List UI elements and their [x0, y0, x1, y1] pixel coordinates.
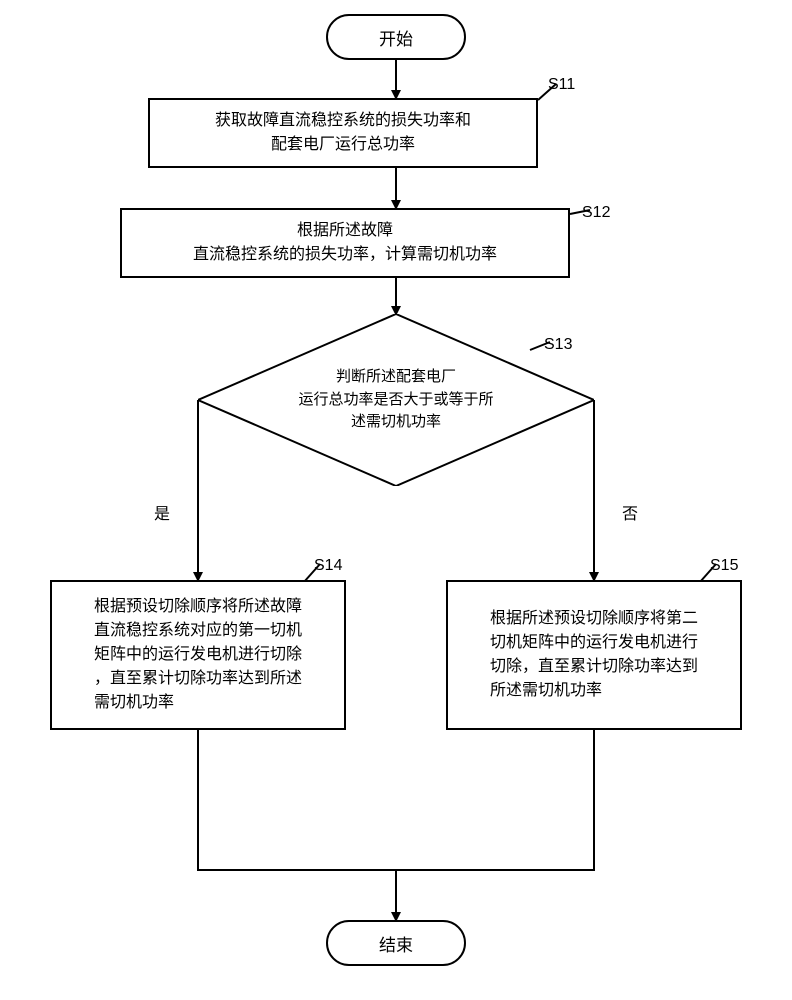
edge-s15-to-merge [396, 730, 594, 870]
start-label: 开始 [379, 25, 413, 50]
step-label-s14: S14 [314, 557, 342, 575]
start-node: 开始 [326, 14, 466, 60]
end-node: 结束 [326, 920, 466, 966]
s15-text: 根据所述预设切除顺序将第二切机矩阵中的运行发电机进行切除，直至累计切除功率达到所… [490, 607, 698, 703]
s12-text: 根据所述故障直流稳控系统的损失功率，计算需切机功率 [193, 219, 497, 267]
edge-label-no-text: 否 [622, 506, 638, 523]
step-label-s12-text: S12 [582, 204, 610, 221]
process-s12: 根据所述故障直流稳控系统的损失功率，计算需切机功率 [120, 208, 570, 278]
edge-label-yes: 是 [154, 500, 170, 524]
edge-label-no: 否 [622, 500, 638, 524]
decision-s13: 判断所述配套电厂运行总功率是否大于或等于所述需切机功率 [198, 314, 594, 486]
edge-label-yes-text: 是 [154, 506, 170, 523]
step-label-s15: S15 [710, 557, 738, 575]
edge-s14-to-merge [198, 730, 396, 870]
process-s15: 根据所述预设切除顺序将第二切机矩阵中的运行发电机进行切除，直至累计切除功率达到所… [446, 580, 742, 730]
step-label-s15-text: S15 [710, 557, 738, 574]
s11-text: 获取故障直流稳控系统的损失功率和配套电厂运行总功率 [215, 109, 471, 157]
step-label-s11: S11 [548, 76, 575, 94]
s14-text: 根据预设切除顺序将所述故障直流稳控系统对应的第一切机矩阵中的运行发电机进行切除，… [94, 595, 302, 715]
step-label-s11-text: S11 [548, 76, 575, 93]
end-label: 结束 [379, 931, 413, 956]
s13-text: 判断所述配套电厂运行总功率是否大于或等于所述需切机功率 [298, 366, 493, 434]
step-label-s14-text: S14 [314, 557, 342, 574]
process-s14: 根据预设切除顺序将所述故障直流稳控系统对应的第一切机矩阵中的运行发电机进行切除，… [50, 580, 346, 730]
step-label-s12: S12 [582, 204, 610, 222]
process-s11: 获取故障直流稳控系统的损失功率和配套电厂运行总功率 [148, 98, 538, 168]
